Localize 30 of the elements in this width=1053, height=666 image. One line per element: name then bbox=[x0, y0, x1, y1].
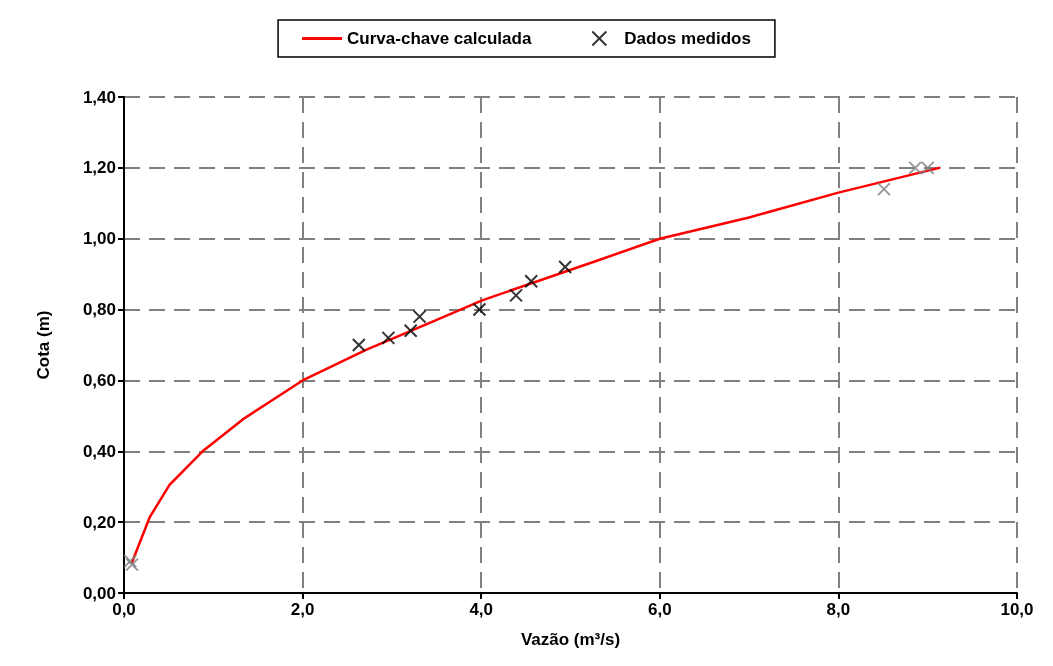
y-tick-label: 0,20 bbox=[82, 512, 116, 532]
line-series bbox=[130, 166, 941, 564]
x-tick-label: 8,0 bbox=[826, 600, 851, 619]
x-tick-label: 2,0 bbox=[290, 600, 315, 619]
point bbox=[472, 302, 487, 317]
point bbox=[351, 338, 366, 352]
x-tick-label: 6,0 bbox=[647, 600, 672, 619]
y-tick-label: 0,80 bbox=[82, 300, 116, 320]
point bbox=[381, 330, 396, 345]
point bbox=[558, 260, 573, 275]
point bbox=[920, 160, 935, 175]
y-tick-label: 0,00 bbox=[82, 583, 116, 603]
x-tick-label: 10,0 bbox=[1000, 600, 1034, 619]
y-tick-label: 0,60 bbox=[82, 370, 116, 390]
point bbox=[876, 182, 891, 197]
point bbox=[509, 288, 524, 303]
y-axis-title: Cota (m) bbox=[34, 310, 53, 380]
x-axis-title: Vazão (m³/s) bbox=[520, 630, 621, 649]
legend-label: Dados medidos bbox=[624, 29, 751, 48]
point bbox=[412, 309, 427, 324]
point bbox=[524, 274, 539, 289]
legend-label: Curva-chave calculada bbox=[347, 29, 532, 48]
point bbox=[403, 323, 418, 338]
y-tick-label: 1,00 bbox=[82, 229, 116, 249]
y-tick-label: 1,40 bbox=[82, 87, 116, 107]
x-tick-label: 0,0 bbox=[112, 600, 136, 619]
x-tick-label: 4,0 bbox=[469, 600, 494, 619]
point bbox=[908, 160, 923, 175]
y-tick-label: 1,20 bbox=[82, 158, 116, 178]
y-tick-label: 0,40 bbox=[82, 441, 116, 461]
